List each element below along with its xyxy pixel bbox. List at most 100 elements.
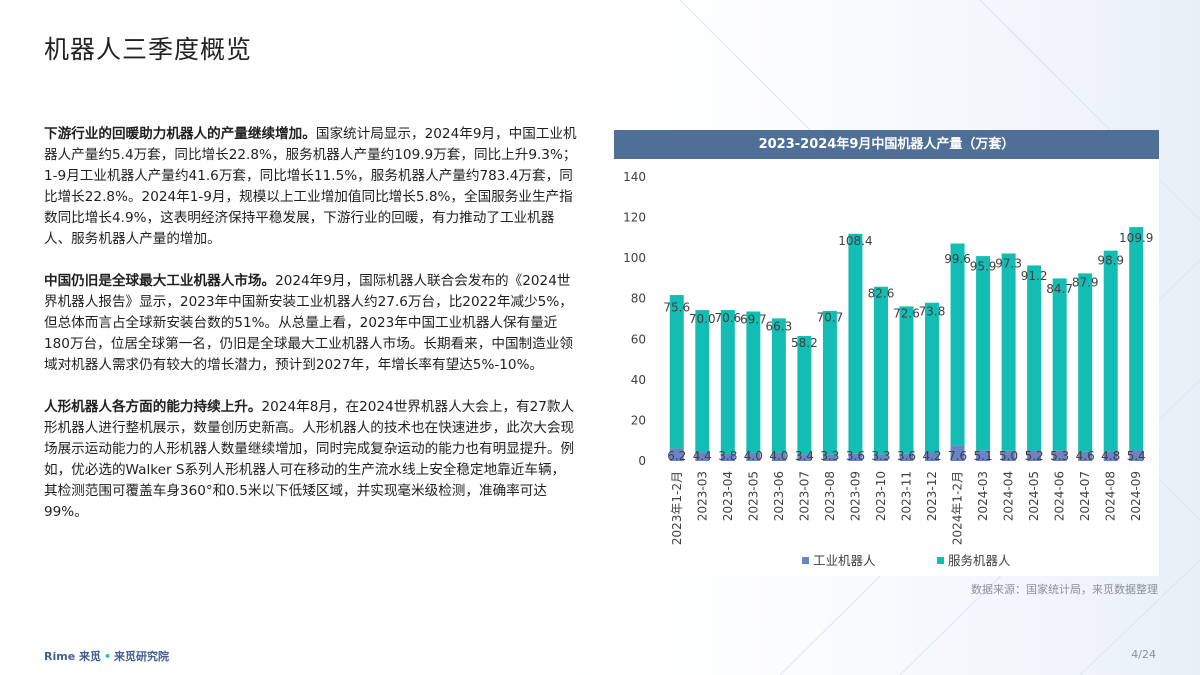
- bar-industrial: [848, 453, 863, 461]
- data-label-service: 108.4: [838, 234, 872, 248]
- data-label-industrial: 3.8: [718, 449, 737, 463]
- paragraph-2: 中国仍旧是全球最大工业机器人市场。2024年9月，国际机器人联合会发布的《202…: [44, 271, 578, 376]
- data-label-service: 82.6: [868, 286, 895, 300]
- paragraph-lead: 下游行业的回暖助力机器人的产量继续增加。: [44, 126, 316, 142]
- bar-service: [848, 233, 863, 454]
- x-tick-label: 2024年1-2月: [951, 471, 965, 545]
- x-tick-label: 2023-09: [848, 471, 862, 521]
- data-label-industrial: 3.3: [871, 449, 890, 463]
- x-tick-label: 2023-04: [721, 471, 735, 521]
- data-label-industrial: 7.6: [948, 449, 967, 463]
- data-label-service: 58.2: [791, 336, 818, 350]
- y-tick-label: 100: [623, 251, 646, 265]
- bar-service: [771, 318, 786, 453]
- bar-service: [873, 286, 888, 455]
- legend-swatch: [937, 557, 944, 564]
- bar-service: [976, 256, 991, 451]
- chart-title: 2023-2024年9月中国机器人产量（万套）: [614, 130, 1159, 159]
- data-label-service: 109.9: [1119, 231, 1153, 245]
- data-label-service: 99.6: [944, 252, 971, 266]
- chart-panel: 2023-2024年9月中国机器人产量（万套） 0 20 40 60 80 100 120 1…: [614, 130, 1159, 576]
- separator-dot: •: [104, 650, 112, 663]
- data-label-industrial: 4.2: [922, 449, 941, 463]
- x-tick-label: 2024-09: [1129, 471, 1143, 521]
- bar-service: [822, 310, 837, 455]
- paragraph-body: 国家统计局显示，2024年9月，中国工业机器人产量约5.4万套，同比增长22.8…: [44, 126, 577, 247]
- data-label-industrial: 5.3: [1050, 449, 1069, 463]
- bar-industrial: [1103, 451, 1118, 461]
- data-label-industrial: 4.4: [693, 449, 712, 463]
- data-label-service: 95.9: [970, 259, 997, 273]
- x-tick-label: 2024-06: [1053, 471, 1067, 521]
- x-tick-label: 2023-06: [772, 471, 786, 521]
- data-label-service: 70.6: [714, 311, 741, 325]
- x-tick-label: 2023-05: [746, 471, 760, 521]
- bar-service: [669, 295, 684, 449]
- y-tick-label: 120: [623, 211, 646, 225]
- page-number: 4/24: [1131, 648, 1156, 661]
- bar-service: [1052, 278, 1067, 451]
- data-label-industrial: 5.1: [974, 449, 993, 463]
- bar-industrial: [797, 454, 812, 461]
- data-label-industrial: 3.6: [897, 449, 916, 463]
- paragraph-3: 人形机器人各方面的能力持续上升。2024年8月，在2024世界机器人大会上，有2…: [44, 397, 578, 523]
- x-tick-label: 2023-11: [900, 471, 914, 521]
- paragraph-1: 下游行业的回暖助力机器人的产量继续增加。国家统计局显示，2024年9月，中国工业…: [44, 124, 578, 250]
- data-label-industrial: 5.0: [999, 449, 1018, 463]
- bar-industrial: [771, 452, 786, 461]
- x-tick-label: 2023-10: [874, 471, 888, 521]
- bar-industrial: [925, 452, 940, 461]
- bar-service: [746, 311, 761, 453]
- x-tick-label: 2023-08: [823, 471, 837, 521]
- bar-service: [1027, 265, 1042, 451]
- data-label-industrial: 4.0: [744, 449, 763, 463]
- paragraph-lead: 人形机器人各方面的能力持续上升。: [44, 399, 262, 415]
- bar-industrial: [746, 452, 761, 461]
- x-tick-label: 2023年1-2月: [670, 471, 684, 545]
- data-label-industrial: 4.6: [1076, 449, 1095, 463]
- data-label-industrial: 6.2: [667, 449, 686, 463]
- bar-industrial: [899, 453, 914, 461]
- bar-service: [1078, 273, 1093, 452]
- data-label-service: 75.6: [663, 301, 690, 315]
- data-label-service: 97.3: [995, 257, 1022, 271]
- bar-industrial: [1129, 450, 1144, 461]
- bar-industrial: [695, 452, 710, 461]
- data-label-service: 70.0: [689, 312, 716, 326]
- bar-service: [1001, 253, 1016, 451]
- bar-service: [797, 336, 812, 455]
- data-label-service: 69.7: [740, 313, 767, 327]
- x-tick-label: 2024-08: [1104, 471, 1118, 521]
- x-tick-label: 2024-07: [1078, 471, 1092, 521]
- data-label-service: 66.3: [766, 320, 793, 334]
- paragraph-body: 2024年8月，在2024世界机器人大会上，有27款人形机器人进行整机展示，数量…: [44, 399, 575, 520]
- legend-label: 工业机器人: [813, 553, 876, 568]
- bar-industrial: [720, 453, 735, 461]
- data-label-service: 73.8: [919, 304, 946, 318]
- bar-industrial: [1052, 450, 1067, 461]
- bar-service: [925, 302, 940, 453]
- text-column: 下游行业的回暖助力机器人的产量继续增加。国家统计局显示，2024年9月，中国工业…: [44, 124, 578, 544]
- data-label-industrial: 3.3: [820, 449, 839, 463]
- brand-logo: Rime 来觅 • 来觅研究院: [44, 648, 169, 664]
- bar-industrial: [950, 445, 965, 461]
- data-label-service: 91.2: [1021, 269, 1048, 283]
- bar-service: [1129, 227, 1144, 451]
- bar-industrial: [873, 454, 888, 461]
- bar-industrial: [1027, 450, 1042, 461]
- x-tick-label: 2023-07: [797, 471, 811, 521]
- page-title: 机器人三季度概览: [44, 35, 253, 64]
- legend-label: 服务机器人: [948, 553, 1011, 568]
- x-tick-label: 2024-03: [976, 471, 990, 521]
- y-tick-label: 0: [638, 454, 646, 468]
- x-tick-label: 2023-12: [925, 471, 939, 521]
- bar-industrial: [822, 454, 837, 461]
- data-label-industrial: 5.4: [1127, 449, 1146, 463]
- legend-swatch: [802, 557, 809, 564]
- data-label-industrial: 3.4: [795, 449, 814, 463]
- y-tick-label: 80: [631, 292, 646, 306]
- data-label-industrial: 4.0: [769, 449, 788, 463]
- bar-industrial: [669, 448, 684, 461]
- data-source: 数据来源：国家统计局，来觅数据整理: [971, 583, 1158, 596]
- data-label-industrial: 5.2: [1025, 449, 1044, 463]
